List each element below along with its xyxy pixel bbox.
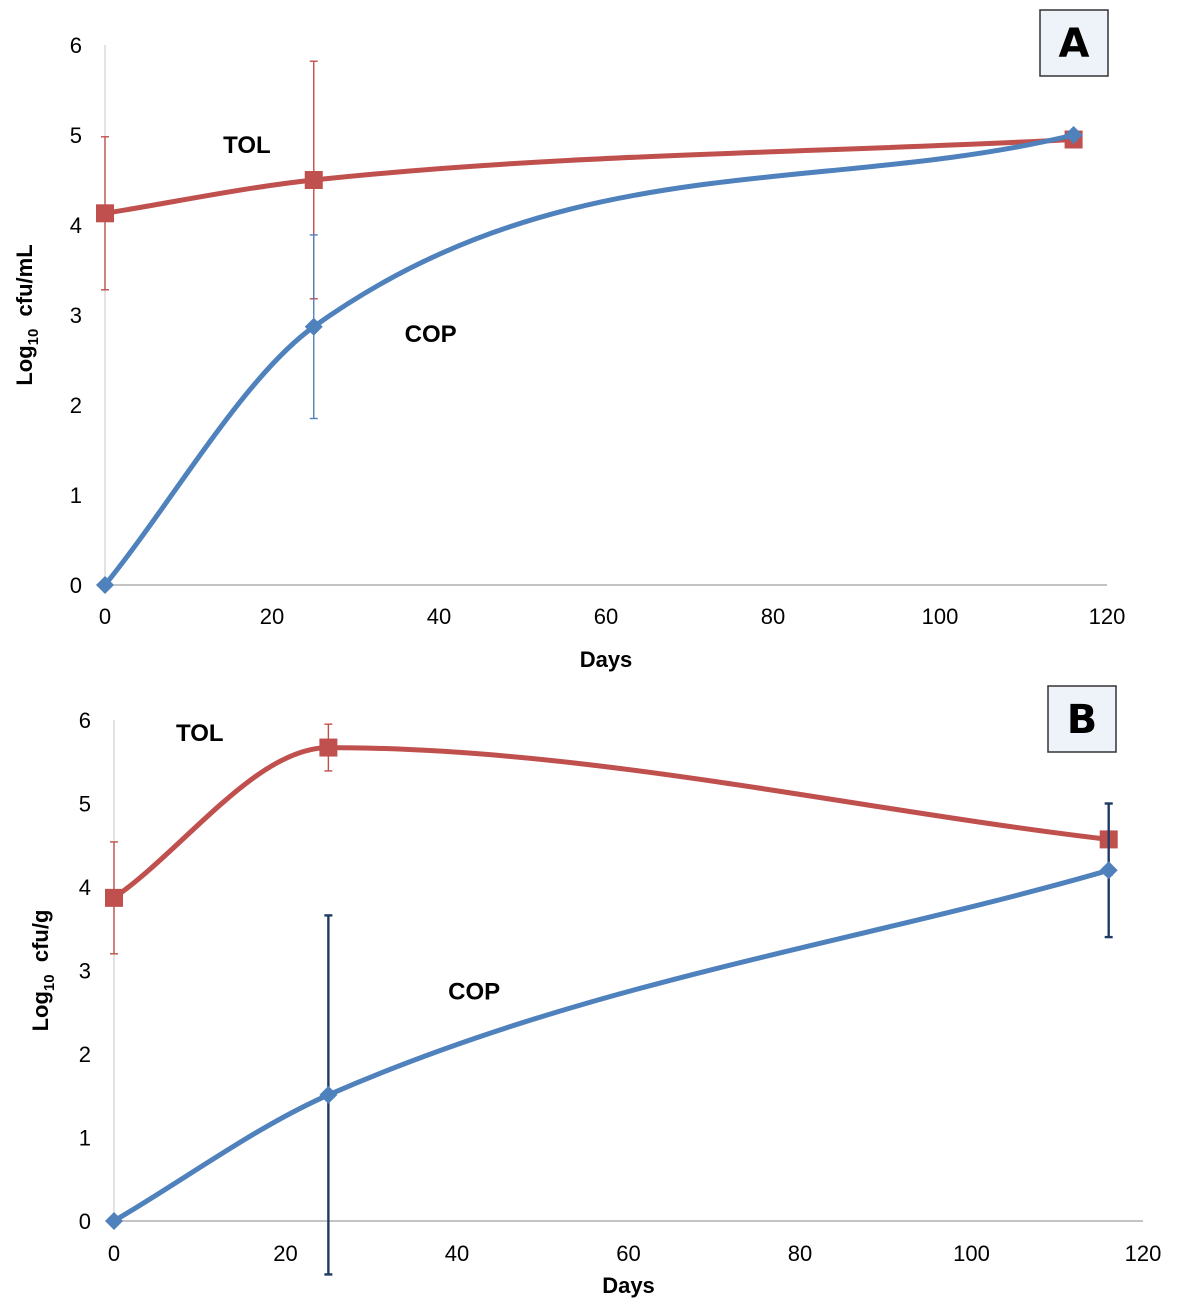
x-axis-title: Days — [580, 647, 633, 672]
series-line-tol — [102, 137, 1077, 216]
y-tick-label: 0 — [79, 1209, 91, 1234]
x-tick-label: 120 — [1125, 1241, 1162, 1266]
x-tick-label: 20 — [260, 604, 284, 629]
panel-label-box — [1047, 685, 1117, 753]
x-tick-label: 100 — [922, 604, 959, 629]
x-tick-label: 60 — [616, 1241, 640, 1266]
y-tick-label: 1 — [79, 1126, 91, 1151]
y-tick-label: 4 — [79, 875, 91, 900]
data-point-tol — [105, 888, 123, 907]
x-tick-label: 0 — [99, 604, 111, 629]
y-tick-label: 6 — [79, 708, 91, 733]
data-point-cop — [105, 1212, 123, 1230]
y-tick-label: 0 — [70, 573, 82, 598]
x-tick-label: 80 — [788, 1241, 812, 1266]
y-tick-label: 6 — [70, 33, 82, 58]
series-label-cop: COP — [405, 321, 457, 348]
x-tick-label: 0 — [108, 1241, 120, 1266]
panel-label-box — [1039, 9, 1109, 77]
series-line-tol — [111, 745, 1112, 901]
data-point-cop — [1064, 126, 1083, 144]
x-tick-label: 20 — [273, 1241, 297, 1266]
y-tick-label: 1 — [70, 483, 82, 508]
y-tick-label: 5 — [79, 792, 91, 817]
x-tick-label: 80 — [761, 604, 785, 629]
data-point-cop — [96, 576, 114, 594]
series-line-cop — [111, 867, 1112, 1224]
data-point-tol — [304, 171, 323, 189]
panel-label: A — [1059, 21, 1090, 67]
chart-panel-a: 0 20 40 60 80 100 120 0 1 2 3 4 5 6 Days Log10 cfu/mL A T… — [12, 9, 1126, 672]
data-point-cop — [319, 1085, 338, 1104]
data-point-tol — [96, 204, 114, 223]
y-tick-label: 2 — [79, 1042, 91, 1067]
x-tick-label: 60 — [594, 604, 618, 629]
y-tick-label: 4 — [70, 213, 82, 238]
series-label-cop: COP — [448, 979, 500, 1006]
data-point-tol — [319, 738, 338, 757]
x-tick-label: 100 — [953, 1241, 990, 1266]
series-line-cop — [102, 132, 1077, 588]
y-axis-title: Log10 cfu/mL — [12, 244, 42, 385]
y-tick-label: 3 — [70, 303, 82, 328]
series-label-tol: TOL — [176, 720, 224, 747]
data-point-cop — [304, 317, 323, 336]
series-label-tol: TOL — [223, 132, 271, 159]
x-tick-label: 40 — [427, 604, 451, 629]
data-point-cop — [1099, 861, 1118, 880]
chart-panel-b: 0 20 40 60 80 100 120 0 1 2 3 4 5 6 Days Log10 cfu/g B TO… — [28, 685, 1162, 1298]
y-tick-label: 5 — [70, 123, 82, 148]
x-tick-label: 120 — [1089, 604, 1126, 629]
y-tick-label: 2 — [70, 393, 82, 418]
y-tick-label: 3 — [79, 959, 91, 984]
x-tick-label: 40 — [445, 1241, 469, 1266]
x-axis-title: Days — [602, 1273, 655, 1298]
y-axis-title: Log10 cfu/g — [28, 910, 58, 1032]
panel-label: B — [1067, 697, 1098, 743]
